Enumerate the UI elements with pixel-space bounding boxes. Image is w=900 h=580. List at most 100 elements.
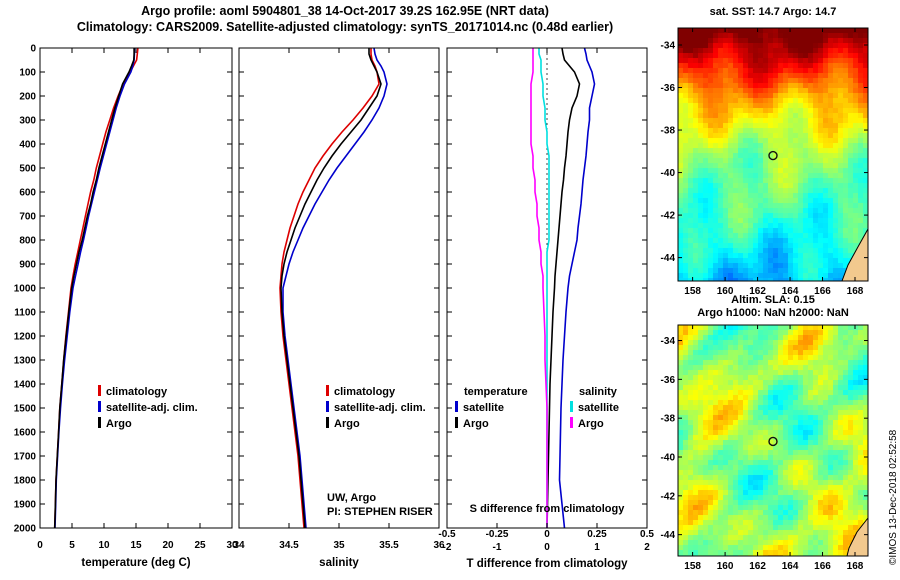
svg-text:-36: -36: [661, 83, 676, 94]
uw-argo-annotation: UW, Argo: [327, 492, 377, 504]
svg-text:10: 10: [98, 540, 110, 551]
svg-text:1600: 1600: [14, 428, 37, 439]
satellite-t-color-swatch: [455, 401, 458, 412]
svg-text:0.25: 0.25: [587, 529, 607, 540]
s-diff-axis-label: S difference from climatology: [469, 503, 625, 515]
svg-text:-1: -1: [493, 542, 502, 553]
svg-text:1900: 1900: [14, 500, 37, 511]
svg-text:700: 700: [19, 212, 36, 223]
svg-text:25: 25: [194, 540, 206, 551]
svg-text:158: 158: [684, 286, 701, 297]
legend-item-argo: Argo: [570, 416, 619, 432]
svg-text:0: 0: [30, 44, 36, 55]
figure-title-line1: Argo profile: aoml 5904801_38 14-Oct-201…: [141, 4, 549, 18]
legend-item-satellite-adj: satellite-adj. clim.: [326, 400, 426, 416]
svg-text:400: 400: [19, 140, 36, 151]
svg-text:5: 5: [69, 540, 75, 551]
satellite-adj-color-swatch: [326, 401, 329, 412]
svg-text:-0.5: -0.5: [438, 529, 456, 540]
svg-text:100: 100: [19, 68, 36, 79]
svg-text:15: 15: [130, 540, 142, 551]
svg-text:300: 300: [19, 116, 36, 127]
climatology-color-swatch: [98, 385, 101, 396]
figure-title-line2: Climatology: CARS2009. Satellite-adjuste…: [76, 20, 614, 34]
svg-text:166: 166: [814, 286, 831, 297]
svg-text:1400: 1400: [14, 380, 37, 391]
sla-map-title-line1: Altim. SLA: 0.15: [731, 294, 815, 306]
legend-item-satellite-adj: satellite-adj. clim.: [98, 400, 198, 416]
svg-text:-34: -34: [661, 41, 676, 52]
legend-item-argo: Argo: [326, 416, 426, 432]
satellite-s-color-swatch: [570, 401, 573, 412]
argo-color-swatch: [326, 417, 329, 428]
svg-text:166: 166: [814, 561, 831, 572]
diff-legend-temp-header: temperature: [464, 386, 528, 398]
legend-item-argo: Argo: [455, 416, 528, 432]
svg-text:-2: -2: [443, 542, 452, 553]
svg-text:0.5: 0.5: [640, 529, 654, 540]
legend-label: climatology: [106, 386, 168, 398]
svg-text:160: 160: [717, 286, 734, 297]
svg-text:-40: -40: [661, 453, 676, 464]
legend-item-satellite: satellite: [570, 400, 619, 416]
svg-text:0: 0: [544, 542, 550, 553]
svg-text:1200: 1200: [14, 332, 37, 343]
legend-label: satellite: [463, 402, 504, 414]
climatology-color-swatch: [326, 385, 329, 396]
legend-item-climatology: climatology: [326, 384, 426, 400]
svg-text:162: 162: [749, 561, 766, 572]
argo-s-color-swatch: [570, 417, 573, 428]
diff-legend-temperature: temperature satellite Argo: [455, 384, 528, 432]
svg-text:900: 900: [19, 260, 36, 271]
svg-text:-44: -44: [661, 530, 676, 541]
t-diff-axis-label: T difference from climatology: [466, 558, 628, 570]
svg-text:-36: -36: [661, 375, 676, 386]
temp-axis-label: temperature (deg C): [81, 557, 191, 569]
svg-text:1500: 1500: [14, 404, 37, 415]
svg-text:-34: -34: [661, 336, 676, 347]
svg-text:0: 0: [37, 540, 43, 551]
svg-text:164: 164: [782, 286, 799, 297]
argo-t-color-swatch: [455, 417, 458, 428]
argo-color-swatch: [98, 417, 101, 428]
salinity-axis-label: salinity: [319, 557, 359, 569]
svg-text:0: 0: [544, 529, 550, 540]
svg-text:34: 34: [233, 540, 245, 551]
svg-text:1700: 1700: [14, 452, 37, 463]
svg-text:-38: -38: [661, 414, 676, 425]
svg-text:162: 162: [749, 286, 766, 297]
svg-text:168: 168: [847, 286, 864, 297]
legend-label: climatology: [334, 386, 396, 398]
svg-text:800: 800: [19, 236, 36, 247]
svg-text:35: 35: [333, 540, 345, 551]
svg-text:160: 160: [717, 561, 734, 572]
legend-label: satellite-adj. clim.: [106, 402, 198, 414]
legend-label: Argo: [334, 418, 360, 430]
svg-text:2000: 2000: [14, 524, 37, 535]
svg-text:1000: 1000: [14, 284, 37, 295]
svg-text:200: 200: [19, 92, 36, 103]
svg-text:1300: 1300: [14, 356, 37, 367]
svg-text:164: 164: [782, 561, 799, 572]
svg-text:1: 1: [594, 542, 600, 553]
svg-text:-44: -44: [661, 253, 676, 264]
svg-text:30: 30: [226, 540, 238, 551]
svg-text:20: 20: [162, 540, 174, 551]
legend-item-climatology: climatology: [98, 384, 198, 400]
svg-text:-38: -38: [661, 126, 676, 137]
svg-text:500: 500: [19, 164, 36, 175]
svg-text:36: 36: [433, 540, 445, 551]
salinity-legend: climatology satellite-adj. clim. Argo: [326, 384, 426, 432]
legend-item-argo: Argo: [98, 416, 198, 432]
svg-text:35.5: 35.5: [379, 540, 399, 551]
svg-text:168: 168: [847, 561, 864, 572]
satellite-adj-color-swatch: [98, 401, 101, 412]
legend-label: Argo: [463, 418, 489, 430]
svg-text:-0.25: -0.25: [486, 529, 509, 540]
temperature-legend: climatology satellite-adj. clim. Argo: [98, 384, 198, 432]
legend-label: Argo: [578, 418, 604, 430]
svg-text:158: 158: [684, 561, 701, 572]
svg-text:-42: -42: [661, 211, 676, 222]
